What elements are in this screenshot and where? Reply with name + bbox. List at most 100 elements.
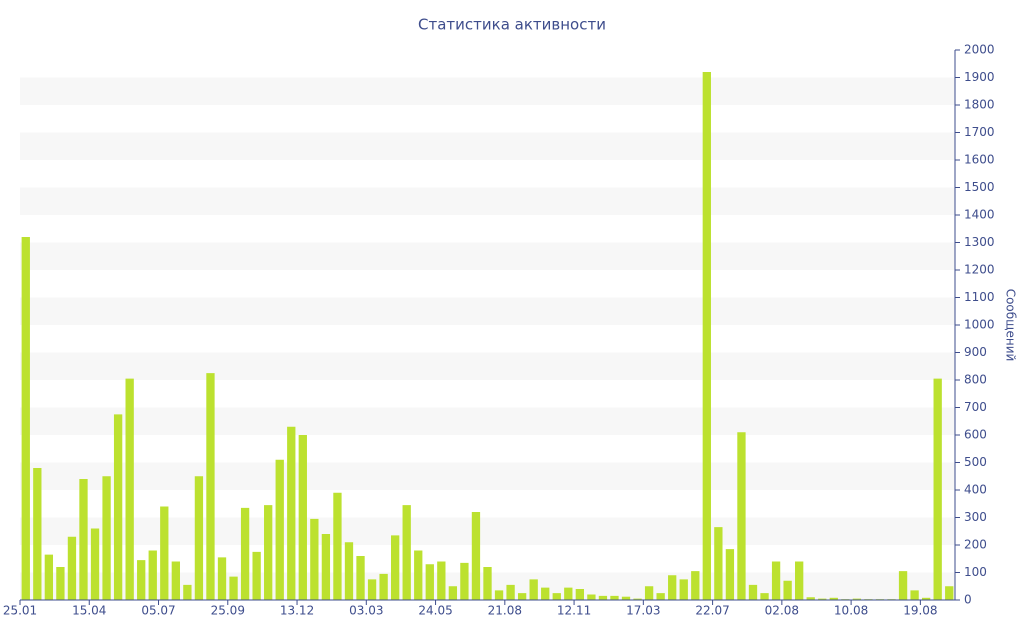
bar <box>240 507 250 600</box>
bar <box>829 597 838 600</box>
x-tick-label: 24.05 <box>418 604 452 618</box>
bar <box>21 237 30 600</box>
bar <box>575 589 585 600</box>
bar <box>517 593 527 600</box>
bar <box>67 536 77 600</box>
bar <box>344 542 354 600</box>
bar <box>471 512 481 600</box>
grid-band <box>20 462 955 490</box>
grid-band <box>20 517 955 545</box>
bar <box>252 551 261 600</box>
bar <box>125 378 134 600</box>
bar <box>264 505 273 600</box>
x-tick-label: 21.08 <box>488 604 522 618</box>
y-tick-label: 200 <box>964 538 987 552</box>
bar <box>771 561 781 600</box>
y-tick-label: 1500 <box>964 180 995 194</box>
bar <box>137 560 146 600</box>
x-tick-label: 17.03 <box>626 604 660 618</box>
chart-title: Статистика активности <box>418 16 606 34</box>
x-tick-label: 15.04 <box>72 604 106 618</box>
y-tick-label: 1000 <box>964 318 995 332</box>
bar <box>56 567 65 600</box>
bar <box>529 579 538 600</box>
bar <box>310 518 319 600</box>
y-tick-label: 1400 <box>964 208 995 222</box>
bar <box>783 580 792 600</box>
y-tick-label: 1800 <box>964 98 995 112</box>
bar <box>79 479 88 600</box>
bar <box>379 573 388 600</box>
bar <box>275 459 284 600</box>
bar <box>644 586 654 600</box>
bar <box>33 468 42 600</box>
bar <box>425 564 434 600</box>
bar <box>633 598 642 600</box>
bar <box>691 571 700 600</box>
bar <box>587 594 596 600</box>
bar <box>818 598 827 600</box>
bar <box>448 586 458 600</box>
y-tick-label: 800 <box>964 373 987 387</box>
bar <box>113 414 123 600</box>
bar <box>668 575 677 600</box>
bar <box>933 378 942 600</box>
x-tick-label: 10.08 <box>834 604 868 618</box>
bar <box>945 586 954 600</box>
bar <box>321 534 331 600</box>
bar <box>610 595 619 600</box>
bar <box>852 598 862 600</box>
y-tick-label: 100 <box>964 565 987 579</box>
bar <box>483 567 492 600</box>
bar <box>183 584 192 600</box>
x-tick-label: 03.03 <box>349 604 383 618</box>
x-tick-label: 19.08 <box>903 604 937 618</box>
bar <box>795 561 804 600</box>
y-axis-title: Сообщений <box>1004 289 1018 362</box>
x-tick-label: 13.12 <box>280 604 314 618</box>
y-tick-label: 1200 <box>964 263 995 277</box>
y-tick-label: 600 <box>964 428 987 442</box>
grid-band <box>20 77 955 105</box>
y-tick-label: 1100 <box>964 290 995 304</box>
y-tick-label: 1300 <box>964 235 995 249</box>
y-tick-label: 1900 <box>964 70 995 84</box>
bar <box>725 549 735 600</box>
bar <box>679 579 688 600</box>
bar <box>621 596 631 600</box>
grid-band <box>20 297 955 325</box>
bar <box>898 571 908 600</box>
y-tick-label: 400 <box>964 483 987 497</box>
bar <box>437 561 446 600</box>
x-tick-label: 02.08 <box>765 604 799 618</box>
bar <box>552 593 561 600</box>
bar <box>598 595 608 600</box>
y-tick-label: 500 <box>964 455 987 469</box>
bar <box>217 557 227 600</box>
bar <box>921 597 931 600</box>
bar <box>564 587 573 600</box>
bar <box>494 590 504 600</box>
bar <box>287 426 296 600</box>
y-tick-label: 300 <box>964 510 987 524</box>
bar <box>356 556 365 600</box>
grid-band <box>20 352 955 380</box>
bar <box>44 554 54 600</box>
grid-band <box>20 187 955 215</box>
x-tick-label: 25.01 <box>3 604 37 618</box>
grid-band <box>20 132 955 160</box>
x-tick-label: 22.07 <box>695 604 729 618</box>
bar <box>541 587 550 600</box>
y-tick-label: 0 <box>964 593 972 607</box>
y-tick-label: 1700 <box>964 125 995 139</box>
bar <box>402 505 411 600</box>
x-tick-label: 25.09 <box>211 604 245 618</box>
bar <box>460 562 469 600</box>
bar <box>506 584 515 600</box>
bar <box>367 579 377 600</box>
bar <box>806 597 815 600</box>
bar <box>102 476 111 600</box>
y-tick-label: 1600 <box>964 153 995 167</box>
bar <box>760 593 769 600</box>
bar <box>298 435 307 600</box>
